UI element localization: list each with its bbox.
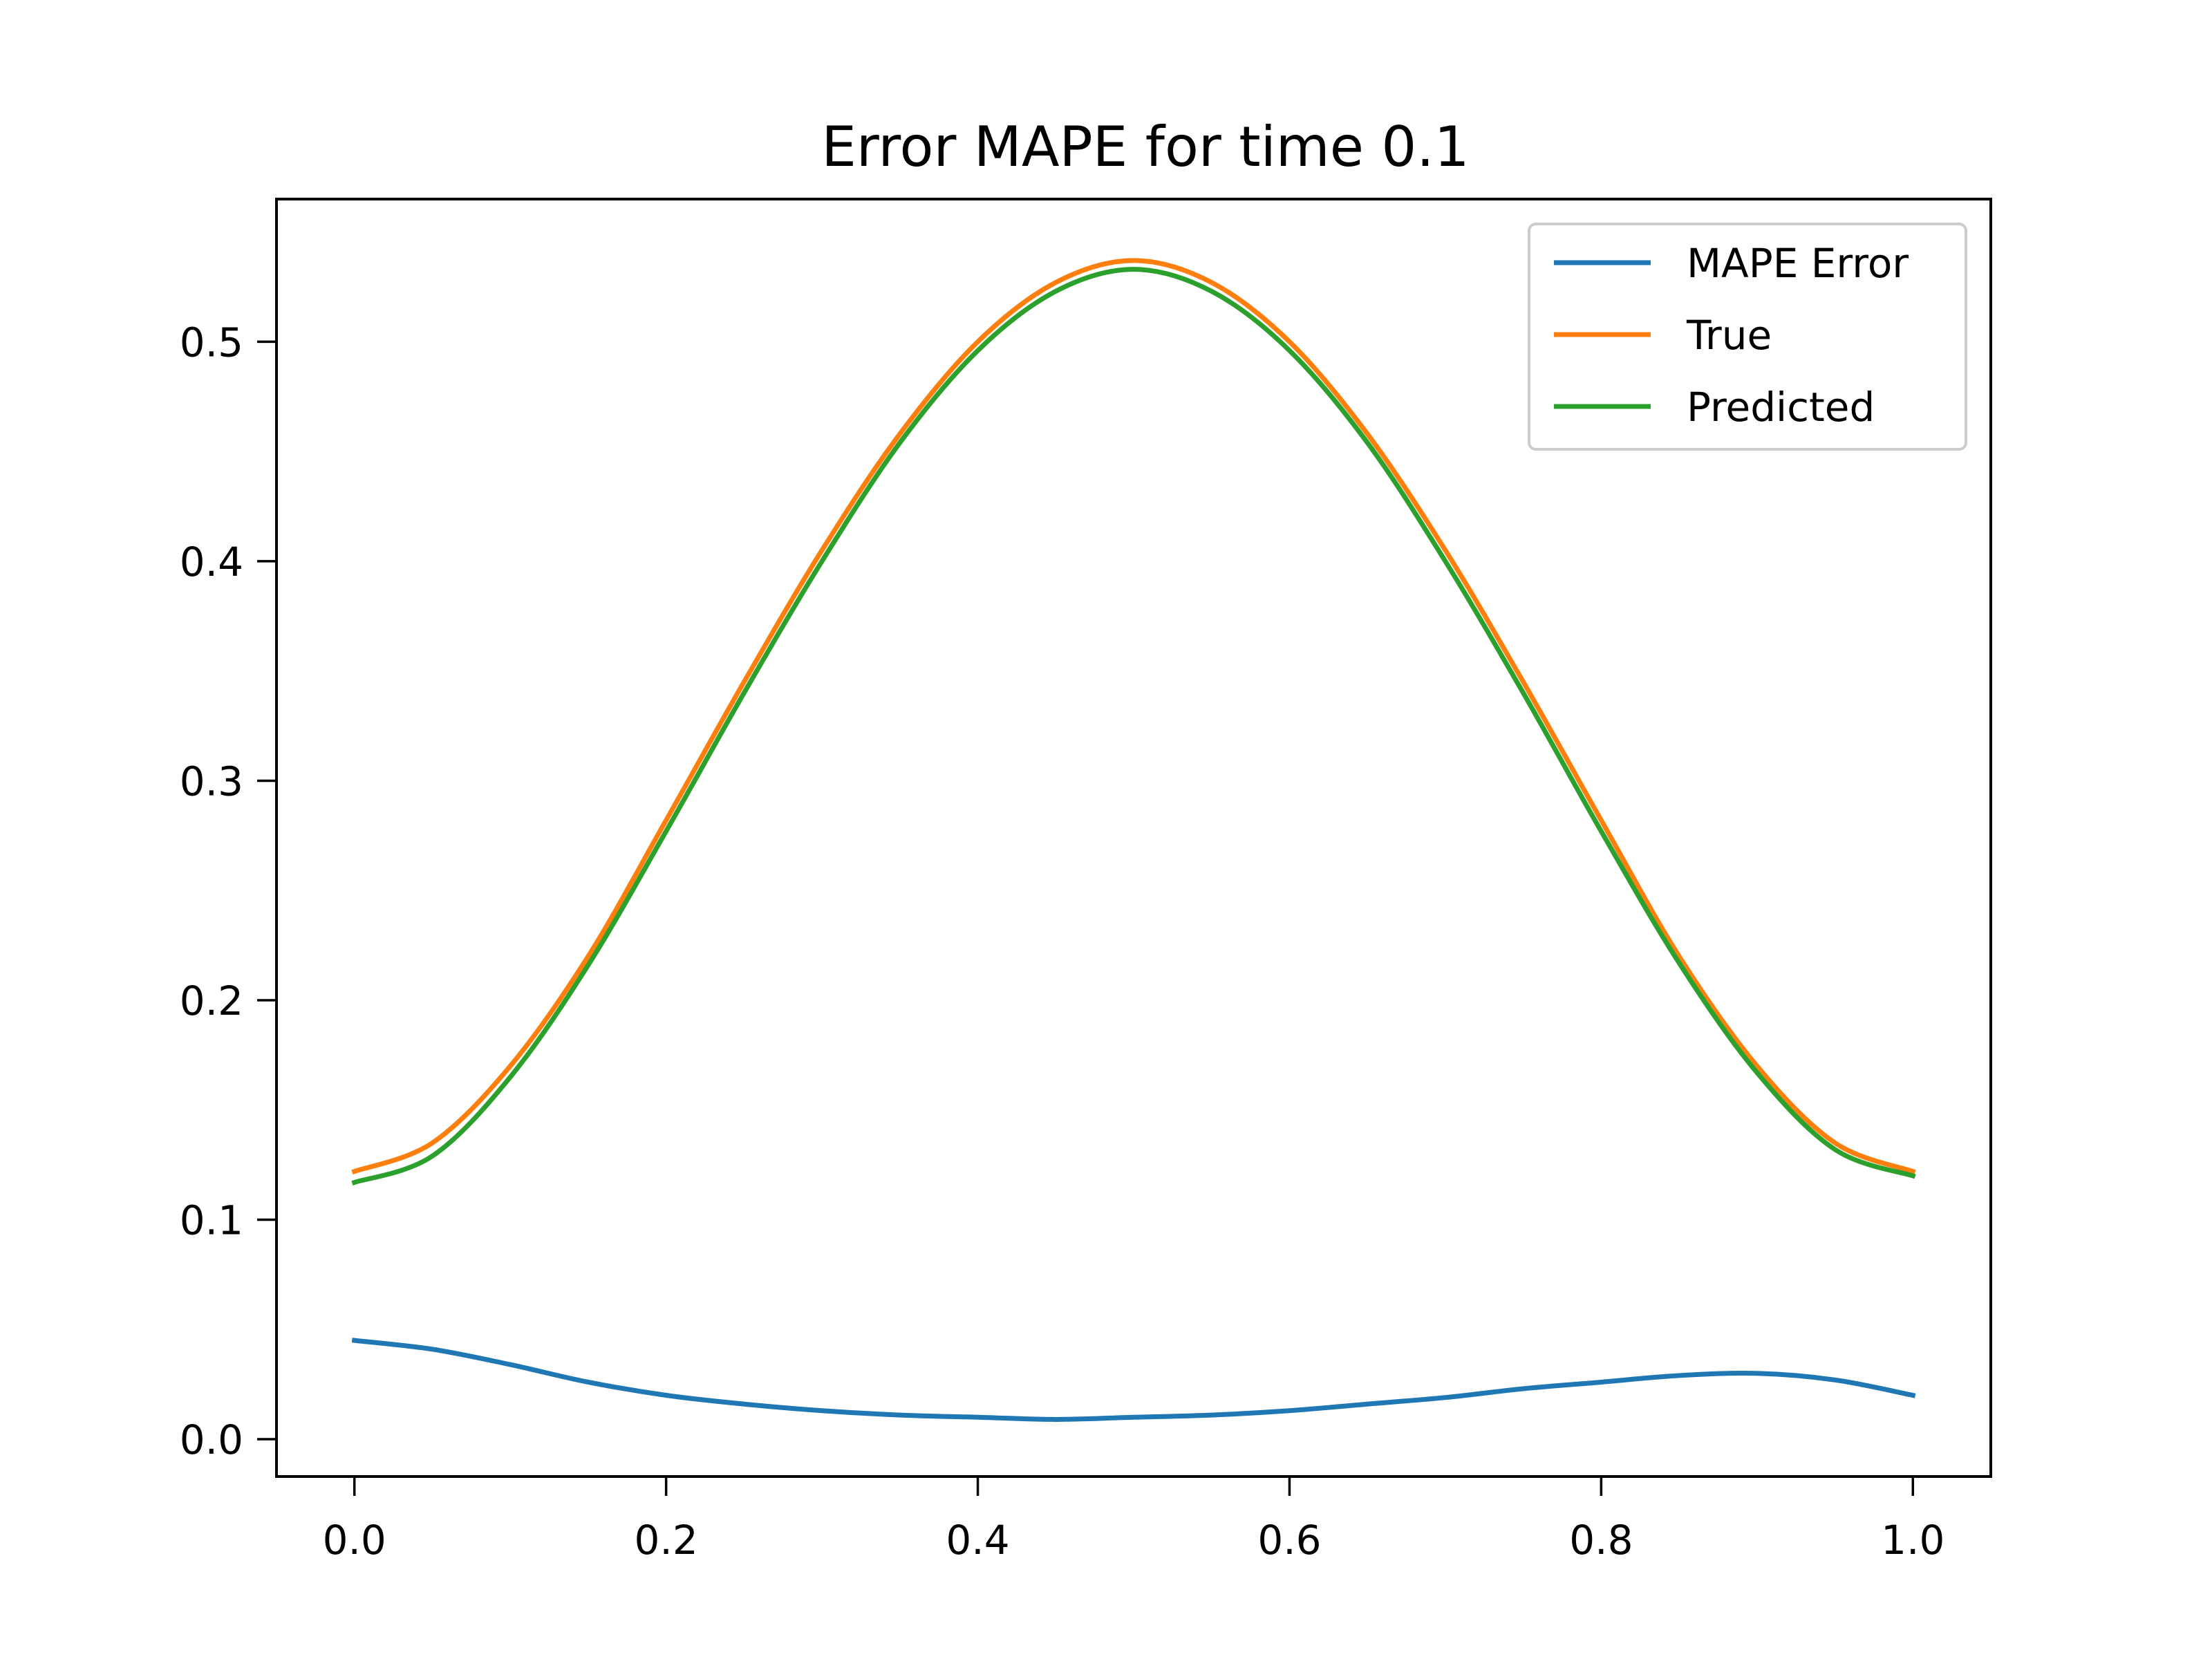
- legend-box: [1528, 223, 1967, 451]
- series-line-mape-error: [351, 1338, 1916, 1422]
- x-tick-label: 1.0: [1881, 1517, 1944, 1564]
- legend-label-true: True: [1686, 312, 1772, 359]
- y-tick-label: 0.2: [180, 977, 243, 1024]
- x-tick-label: 0.4: [946, 1517, 1009, 1564]
- y-axis: 0.0 0.1 0.2 0.3 0.4 0.5: [180, 319, 276, 1463]
- legend-label-mape-error: MAPE Error: [1687, 240, 1909, 287]
- x-tick-label: 0.8: [1569, 1517, 1633, 1564]
- y-tick-label: 0.5: [180, 319, 243, 366]
- x-axis: 0.0 0.2 0.4 0.6 0.8 1.0: [323, 1477, 1944, 1564]
- chart-title: Error MAPE for time 0.1: [821, 115, 1469, 179]
- y-tick-label: 0.4: [180, 538, 243, 585]
- x-tick-label: 0.6: [1257, 1517, 1321, 1564]
- series-line-true: [351, 258, 1916, 1175]
- plot-frame: [275, 198, 1992, 1478]
- legend: MAPE Error True Predicted: [1528, 223, 1967, 451]
- series-line-predicted: [351, 267, 1916, 1185]
- y-tick-label: 0.0: [180, 1416, 243, 1463]
- legend-label-predicted: Predicted: [1687, 384, 1875, 431]
- x-tick-label: 0.0: [323, 1517, 386, 1564]
- plot-lines: [351, 258, 1916, 1422]
- x-tick-label: 0.2: [635, 1517, 698, 1564]
- y-tick-label: 0.1: [180, 1197, 243, 1244]
- y-tick-label: 0.3: [180, 758, 243, 805]
